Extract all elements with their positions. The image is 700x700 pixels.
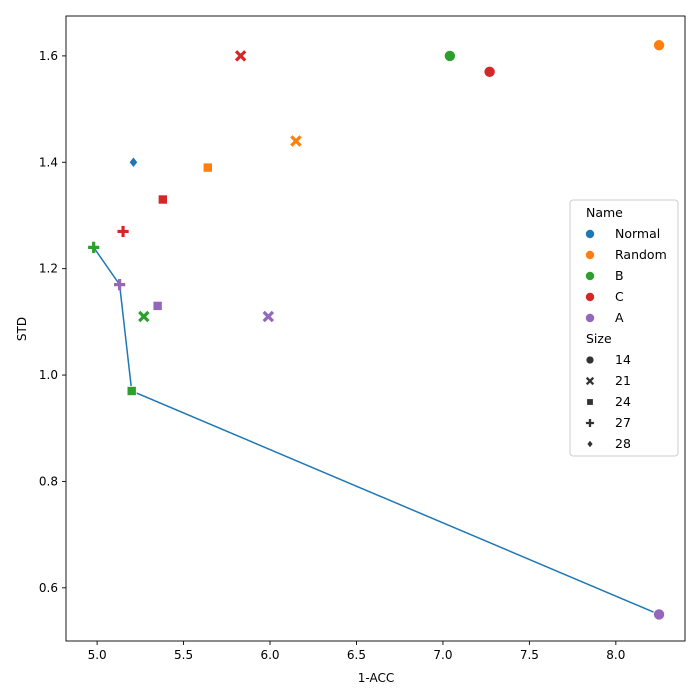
axes: 5.0 5.5 6.0 6.5 7.0 7.5 8.0 0.6 0.8 1.0 1.2 1.4 1.6 <box>39 15 686 662</box>
data-point-random-24 <box>202 162 213 173</box>
data-point-random-14 <box>653 39 666 52</box>
data-point-a-24 <box>152 300 163 311</box>
data-point-b-21 <box>138 310 150 323</box>
data-point-c-14 <box>483 65 496 78</box>
data-point-b-24 <box>126 385 137 396</box>
x-tick-label: 7.0 <box>433 648 452 662</box>
legend-label-random: Random <box>615 247 667 262</box>
legend-marker-b <box>585 271 595 281</box>
x-tick-label: 8.0 <box>606 648 625 662</box>
legend-marker-random <box>585 250 595 260</box>
legend-label-size-24: 24 <box>615 394 631 409</box>
data-point-c-21 <box>234 50 247 62</box>
legend-label-size-28: 28 <box>615 436 631 451</box>
legend-marker-c <box>585 292 595 302</box>
x-tick-label: 6.0 <box>260 648 279 662</box>
data-point-random-21 <box>290 135 302 147</box>
data-point-a-21 <box>262 310 275 323</box>
legend-marker-normal <box>585 229 595 239</box>
legend-marker-size-21 <box>585 376 595 386</box>
legend-label-size-27: 27 <box>615 415 631 430</box>
plot-area <box>88 39 666 621</box>
plot-frame <box>65 15 686 642</box>
data-point-c-24 <box>157 194 168 205</box>
legend-label-normal: Normal <box>615 226 660 241</box>
legend-label-size-21: 21 <box>615 373 631 388</box>
front-line <box>93 246 660 616</box>
legend-label-c: C <box>615 289 624 304</box>
legend-label-b: B <box>615 268 624 283</box>
data-point-b-27 <box>88 241 100 253</box>
legend-style-title: Size <box>586 331 612 346</box>
y-tick-label: 1.2 <box>39 262 58 276</box>
legend-label-size-14: 14 <box>615 352 631 367</box>
y-tick-label: 1.6 <box>39 49 58 63</box>
data-point-a-14 <box>653 608 666 621</box>
legend-marker-size-24 <box>586 398 594 406</box>
x-axis-title: 1-ACC <box>358 671 394 685</box>
x-tick-label: 6.5 <box>347 648 366 662</box>
data-point-b-14 <box>443 49 456 62</box>
data-point-normal-28 <box>128 156 139 169</box>
legend-marker-a <box>585 313 595 323</box>
y-tick-label: 0.8 <box>39 474 58 488</box>
data-point-c-27 <box>117 225 129 238</box>
y-tick-label: 1.0 <box>39 368 58 382</box>
legend-box <box>569 199 679 457</box>
legend-marker-size-14 <box>585 355 595 365</box>
legend-hue-title: Name <box>586 205 623 220</box>
data-point-a-27 <box>114 279 126 291</box>
x-tick-label: 5.5 <box>174 648 193 662</box>
legend-marker-size-27 <box>585 418 595 428</box>
y-tick-label: 0.6 <box>39 581 58 595</box>
legend-marker-size-28 <box>586 439 594 449</box>
x-tick-label: 7.5 <box>520 648 539 662</box>
y-axis-title: STD <box>15 317 29 341</box>
x-tick-label: 5.0 <box>88 648 107 662</box>
legend-label-a: A <box>615 310 624 325</box>
y-tick-label: 1.4 <box>39 155 58 169</box>
